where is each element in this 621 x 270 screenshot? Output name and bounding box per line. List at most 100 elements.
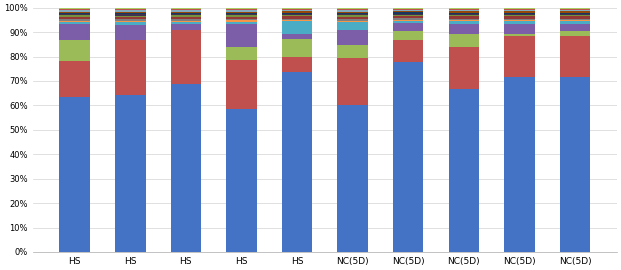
Bar — [115, 9, 145, 10]
Bar — [60, 13, 90, 14]
Bar — [226, 14, 256, 15]
Bar — [171, 14, 201, 15]
Bar — [448, 46, 479, 89]
Bar — [171, 30, 201, 84]
Bar — [393, 12, 424, 14]
Bar — [282, 16, 312, 19]
Bar — [226, 22, 256, 24]
Bar — [60, 17, 90, 19]
Bar — [393, 15, 424, 16]
Bar — [448, 21, 479, 24]
Bar — [337, 14, 368, 15]
Bar — [115, 12, 145, 13]
Bar — [115, 25, 145, 40]
Bar — [171, 84, 201, 252]
Bar — [337, 104, 368, 252]
Bar — [171, 17, 201, 19]
Bar — [60, 10, 90, 12]
Bar — [448, 13, 479, 14]
Bar — [282, 13, 312, 14]
Bar — [282, 9, 312, 10]
Bar — [337, 58, 368, 104]
Bar — [282, 20, 312, 21]
Bar — [282, 34, 312, 39]
Bar — [282, 14, 312, 15]
Bar — [448, 24, 479, 34]
Bar — [60, 19, 90, 21]
Bar — [504, 24, 535, 34]
Bar — [448, 11, 479, 13]
Bar — [337, 45, 368, 58]
Bar — [504, 21, 535, 24]
Bar — [226, 19, 256, 21]
Bar — [171, 13, 201, 14]
Bar — [337, 12, 368, 13]
Bar — [60, 12, 90, 13]
Bar — [504, 10, 535, 11]
Bar — [504, 36, 535, 77]
Bar — [504, 77, 535, 252]
Bar — [448, 19, 479, 20]
Bar — [60, 9, 90, 10]
Bar — [226, 8, 256, 9]
Bar — [448, 20, 479, 21]
Bar — [282, 56, 312, 72]
Bar — [393, 11, 424, 12]
Bar — [60, 25, 90, 40]
Bar — [226, 109, 256, 252]
Bar — [560, 13, 591, 14]
Bar — [560, 20, 591, 21]
Bar — [337, 8, 368, 9]
Bar — [393, 23, 424, 31]
Bar — [60, 14, 90, 15]
Bar — [560, 10, 591, 11]
Bar — [226, 12, 256, 13]
Bar — [171, 25, 201, 30]
Bar — [504, 8, 535, 9]
Bar — [504, 9, 535, 10]
Bar — [171, 9, 201, 10]
Bar — [115, 13, 145, 14]
Bar — [337, 30, 368, 45]
Bar — [504, 13, 535, 14]
Bar — [226, 60, 256, 109]
Bar — [448, 8, 479, 9]
Bar — [115, 8, 145, 9]
Bar — [448, 34, 479, 46]
Bar — [560, 32, 591, 36]
Bar — [393, 20, 424, 21]
Bar — [504, 15, 535, 16]
Bar — [226, 13, 256, 14]
Bar — [393, 10, 424, 11]
Bar — [282, 72, 312, 252]
Bar — [282, 39, 312, 56]
Bar — [560, 8, 591, 9]
Bar — [393, 21, 424, 23]
Bar — [337, 9, 368, 10]
Bar — [282, 21, 312, 34]
Bar — [60, 21, 90, 22]
Bar — [115, 14, 145, 15]
Bar — [226, 10, 256, 12]
Bar — [171, 19, 201, 21]
Bar — [393, 62, 424, 252]
Bar — [504, 19, 535, 20]
Bar — [393, 31, 424, 40]
Bar — [448, 14, 479, 15]
Bar — [393, 9, 424, 10]
Bar — [560, 15, 591, 16]
Bar — [115, 15, 145, 17]
Bar — [448, 16, 479, 19]
Bar — [60, 61, 90, 97]
Bar — [115, 95, 145, 252]
Bar — [393, 19, 424, 20]
Bar — [560, 24, 591, 32]
Bar — [337, 10, 368, 12]
Bar — [226, 9, 256, 10]
Bar — [282, 8, 312, 9]
Bar — [60, 22, 90, 25]
Bar — [504, 14, 535, 15]
Bar — [171, 10, 201, 12]
Bar — [282, 19, 312, 20]
Bar — [337, 21, 368, 22]
